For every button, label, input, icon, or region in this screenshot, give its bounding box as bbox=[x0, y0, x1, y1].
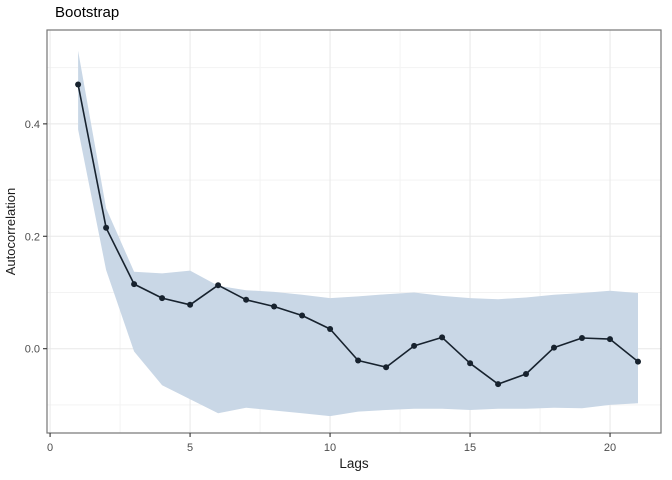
acf-point bbox=[271, 303, 278, 310]
acf-point bbox=[523, 371, 529, 377]
acf-point bbox=[355, 357, 362, 364]
x-tick-label: 15 bbox=[464, 442, 476, 454]
acf-point bbox=[103, 224, 110, 231]
y-tick-label: 0.4 bbox=[25, 119, 40, 131]
y-tick-label: 0.2 bbox=[25, 231, 40, 243]
x-tick-label: 5 bbox=[187, 442, 193, 454]
acf-point bbox=[215, 282, 222, 289]
x-tick-label: 20 bbox=[604, 442, 616, 454]
acf-point bbox=[75, 81, 82, 88]
acf-point bbox=[467, 360, 474, 367]
acf-point bbox=[159, 295, 166, 302]
acf-point bbox=[299, 312, 306, 319]
x-tick-label: 10 bbox=[324, 442, 336, 454]
acf-point bbox=[327, 326, 334, 332]
acf-point bbox=[383, 364, 390, 371]
acf-point bbox=[495, 381, 502, 388]
acf-point bbox=[551, 344, 557, 351]
panel-border bbox=[46, 29, 662, 434]
confidence-band bbox=[78, 50, 639, 417]
x-tick-label: 0 bbox=[47, 442, 53, 454]
acf-point bbox=[187, 301, 194, 308]
acf-point bbox=[439, 334, 446, 341]
y-axis-title: Autocorrelation bbox=[3, 187, 18, 276]
acf-point bbox=[607, 336, 613, 343]
acf-point bbox=[579, 335, 585, 341]
acf-point bbox=[635, 358, 641, 365]
acf-point bbox=[131, 281, 138, 288]
chart-title: Bootstrap bbox=[55, 4, 120, 21]
y-tick-label: 0.0 bbox=[25, 344, 40, 356]
acf-point bbox=[243, 296, 250, 303]
acf-point bbox=[411, 342, 418, 349]
x-axis-title: Lags bbox=[339, 456, 369, 471]
